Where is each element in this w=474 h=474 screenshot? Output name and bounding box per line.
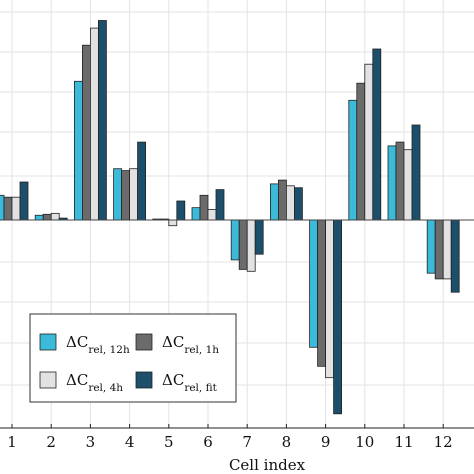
legend-label-1h: ΔCrel, 1h (162, 333, 219, 356)
bar-1h-cell-7 (238, 219, 248, 270)
bar-4h-cell-5 (168, 219, 178, 227)
x-tick-labels: 1 2 3 4 5 6 7 8 9 10 11 12 (7, 424, 453, 451)
bar-4h-cell-9 (325, 219, 335, 379)
bar-fit-cell-9 (333, 219, 343, 415)
legend-swatch-fit (135, 371, 153, 389)
bar-4h-cell-4 (129, 168, 139, 221)
bar-12h-cell-8 (269, 183, 279, 221)
bar-1h-cell-11 (395, 141, 405, 221)
x-tick-label: 2 (46, 433, 56, 451)
x-tick-label: 11 (394, 433, 413, 451)
bar-12h-cell-2 (34, 214, 44, 221)
bar-12h-cell-9 (309, 219, 319, 348)
bar-12h-cell-11 (387, 145, 397, 221)
legend-swatch-1h (135, 333, 153, 351)
bar-4h-cell-6 (207, 209, 217, 221)
legend-label-12h: ΔCrel, 12h (66, 333, 130, 356)
bar-12h-cell-12 (426, 219, 436, 274)
legend-swatch-4h (39, 371, 57, 389)
bar-4h-cell-1 (11, 196, 21, 221)
bar-4h-cell-12 (442, 219, 452, 280)
bar-12h-cell-6 (191, 207, 201, 221)
bar-1h-cell-12 (434, 219, 444, 280)
bar-series (0, 20, 460, 415)
bar-fit-cell-10 (372, 48, 382, 221)
bar-12h-cell-1 (0, 194, 5, 221)
x-tick-label: 3 (86, 433, 96, 451)
bar-4h-cell-11 (403, 149, 413, 221)
legend: ΔCrel, 12h ΔCrel, 1h ΔCrel, 4h ΔCrel, fit (29, 313, 237, 403)
x-tick-label: 7 (242, 433, 252, 451)
legend-label-4h: ΔCrel, 4h (66, 371, 123, 394)
x-tick-label: 12 (434, 433, 453, 451)
bar-1h-cell-9 (317, 219, 327, 367)
x-tick-label: 9 (321, 433, 331, 451)
x-tick-label: 10 (355, 433, 374, 451)
bar-fit-cell-1 (19, 181, 29, 221)
bar-fit-cell-11 (411, 124, 421, 221)
x-tick-label: 5 (164, 433, 174, 451)
x-tick-label: 4 (125, 433, 135, 451)
bar-fit-cell-12 (450, 219, 460, 293)
legend-swatch-12h (39, 333, 57, 351)
bar-4h-cell-7 (246, 219, 256, 272)
bar-1h-cell-6 (199, 194, 209, 221)
bar-fit-cell-5 (176, 200, 186, 221)
bar-12h-cell-7 (230, 219, 240, 261)
bar-fit-cell-4 (137, 141, 147, 221)
bar-1h-cell-1 (3, 196, 13, 221)
bar-fit-cell-8 (293, 187, 303, 221)
x-tick-label: 1 (7, 433, 17, 451)
bar-4h-cell-8 (285, 185, 295, 221)
bar-12h-cell-4 (113, 168, 122, 221)
bar-4h-cell-3 (90, 27, 99, 221)
x-axis-label: Cell index (229, 456, 306, 474)
bar-fit-cell-7 (254, 219, 264, 255)
x-tick-label: 6 (203, 433, 213, 451)
bar-1h-cell-10 (356, 82, 366, 221)
bar-12h-cell-3 (74, 80, 83, 221)
bar-4h-cell-10 (364, 63, 374, 221)
bar-1h-cell-2 (42, 213, 52, 221)
bar-fit-cell-6 (215, 189, 225, 221)
bar-1h-cell-8 (277, 179, 287, 221)
legend-box (29, 313, 237, 403)
bar-1h-cell-3 (82, 44, 91, 221)
bar-fit-cell-3 (98, 20, 107, 221)
bar-12h-cell-10 (348, 99, 358, 221)
x-tick-label: 8 (282, 433, 292, 451)
legend-label-fit: ΔCrel, fit (162, 371, 218, 394)
bar-1h-cell-4 (121, 170, 130, 221)
bar-4h-cell-2 (50, 212, 60, 221)
